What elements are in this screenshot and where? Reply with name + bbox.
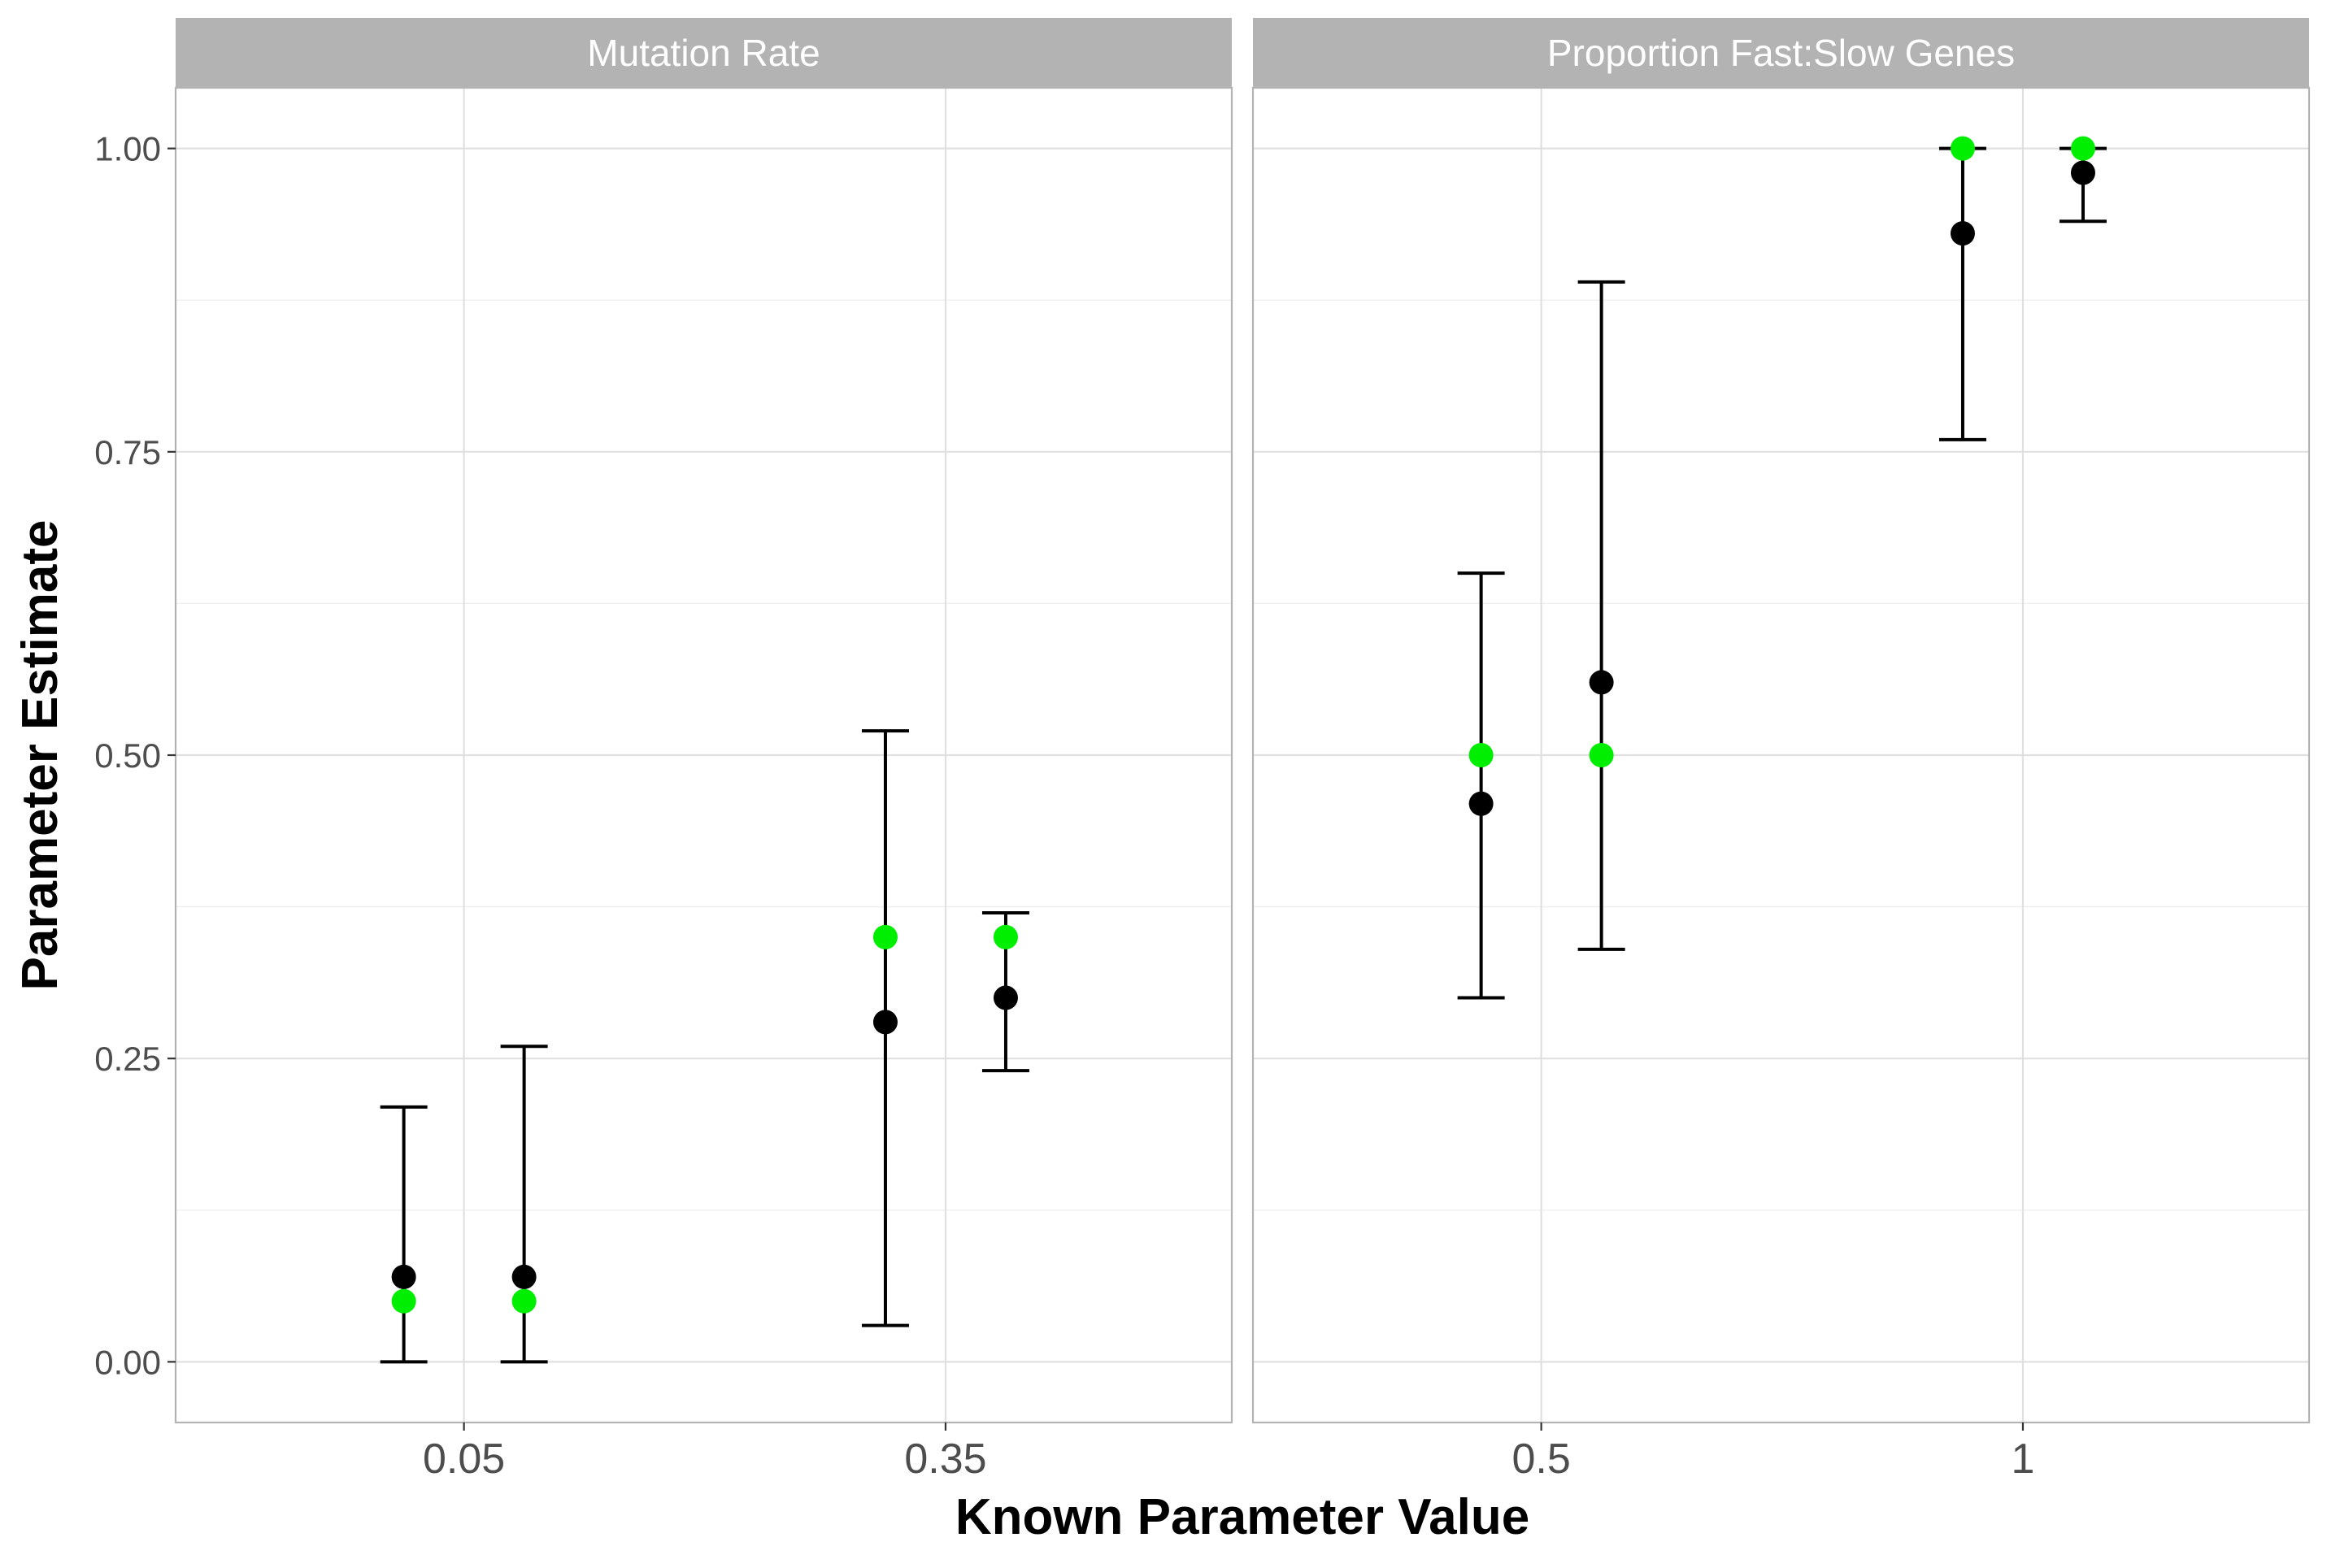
x-axis-title: Known Parameter Value [955,1489,1529,1545]
x-tick-label: 0.35 [904,1436,986,1483]
known-value-point [1589,743,1614,767]
estimate-point [1950,221,1975,246]
y-tick-label: 1.00 [94,130,161,168]
y-tick-label: 0.25 [94,1040,161,1078]
facet-strip-title: Mutation Rate [587,32,820,74]
known-value-point [872,924,898,949]
known-value-point [511,1288,537,1314]
known-value-point [993,924,1018,949]
facet-strip [176,18,1232,88]
known-value-point [1468,743,1494,767]
x-tick-label: 0.5 [1511,1436,1570,1483]
estimate-point [1589,670,1614,695]
estimate-point [872,1010,898,1035]
y-tick-label: 0.50 [94,736,161,775]
estimate-point [1468,791,1494,816]
y-axis-title: Parameter Estimate [12,520,68,991]
known-value-point [2070,136,2095,161]
estimate-point [511,1264,537,1289]
facet-strip-title: Proportion Fast:Slow Genes [1547,32,2015,74]
y-tick-label: 0.75 [94,433,161,471]
x-tick-label: 1 [2012,1436,2035,1483]
known-value-point [1950,136,1975,161]
y-tick-label: 0.00 [94,1343,161,1381]
x-tick-label: 0.05 [423,1436,505,1483]
estimate-point [391,1264,416,1289]
facet-strip [1253,18,2309,88]
estimate-point [2070,160,2095,185]
known-value-point [391,1288,416,1314]
estimate-point [993,985,1018,1010]
